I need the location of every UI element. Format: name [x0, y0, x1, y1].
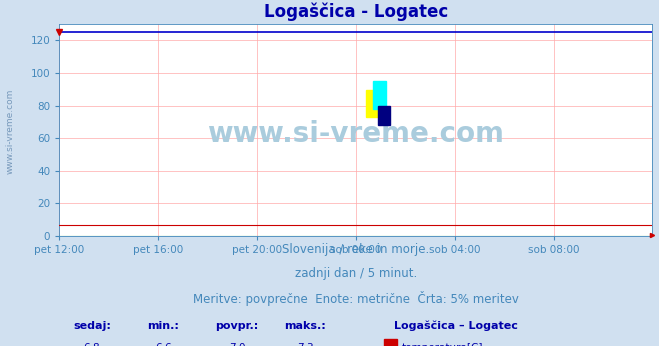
Text: temperatura[C]: temperatura[C]	[402, 343, 484, 346]
Text: min.:: min.:	[147, 321, 179, 331]
Bar	[373, 81, 386, 109]
Bar	[366, 90, 379, 117]
Text: www.si-vreme.com: www.si-vreme.com	[208, 120, 504, 148]
Text: 6,8: 6,8	[84, 343, 100, 346]
Text: www.si-vreme.com: www.si-vreme.com	[5, 89, 14, 174]
Text: 7,0: 7,0	[229, 343, 246, 346]
Text: zadnji dan / 5 minut.: zadnji dan / 5 minut.	[295, 267, 417, 280]
Text: Logaščica – Logatec: Logaščica – Logatec	[394, 321, 518, 331]
Text: 7,3: 7,3	[297, 343, 314, 346]
Text: povpr.:: povpr.:	[215, 321, 259, 331]
Bar	[384, 339, 397, 346]
Bar	[378, 106, 389, 125]
Title: Logaščica - Logatec: Logaščica - Logatec	[264, 3, 448, 21]
Text: Slovenija / reke in morje.: Slovenija / reke in morje.	[282, 244, 430, 256]
Text: Meritve: povprečne  Enote: metrične  Črta: 5% meritev: Meritve: povprečne Enote: metrične Črta:…	[193, 291, 519, 306]
Text: 6,6: 6,6	[155, 343, 171, 346]
Text: maks.:: maks.:	[285, 321, 326, 331]
Text: sedaj:: sedaj:	[73, 321, 111, 331]
